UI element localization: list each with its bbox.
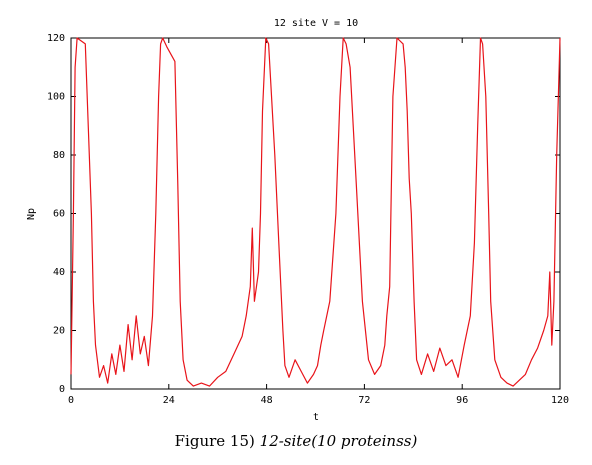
x-tick-label: 120: [551, 395, 569, 406]
series-line: [70, 37, 561, 387]
y-axis: 0 20 40 60 80 100 120: [47, 33, 560, 395]
y-tick-label: 120: [47, 33, 65, 44]
chart-title: 12 site V = 10: [274, 18, 358, 29]
x-tick-label: 96: [456, 395, 468, 406]
x-axis-label: t: [313, 412, 319, 423]
figure-caption: Figure 15) 12-site(10 proteinss): [0, 432, 592, 450]
chart: 12 site V = 10 0 20 40 60 80 100 120 0 24 48 72 96…: [26, 18, 569, 423]
y-tick-label: 100: [47, 92, 65, 103]
x-tick-label: 0: [68, 395, 74, 406]
y-tick-label: 0: [59, 384, 65, 395]
y-tick-label: 20: [53, 326, 65, 337]
x-tick-label: 72: [358, 395, 370, 406]
y-tick-label: 80: [53, 150, 65, 161]
caption-text: 12-site(10 proteinss): [259, 432, 418, 450]
y-axis-label: Np: [26, 208, 37, 220]
y-tick-label: 60: [53, 209, 65, 220]
y-tick-label: 40: [53, 267, 65, 278]
x-tick-label: 24: [163, 395, 175, 406]
caption-label: Figure 15): [174, 432, 255, 450]
x-tick-label: 48: [261, 395, 273, 406]
